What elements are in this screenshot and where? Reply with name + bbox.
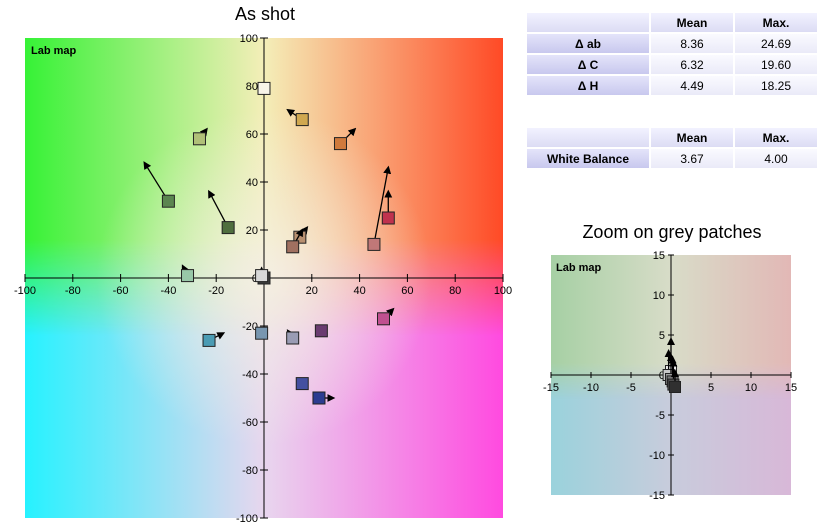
table-header-max: Max. bbox=[735, 128, 817, 147]
patch-marker bbox=[221, 221, 235, 235]
x-tick-label: -100 bbox=[14, 285, 36, 297]
row-mean: 4.49 bbox=[651, 76, 733, 95]
table-row: Δ ab 8.36 24.69 bbox=[527, 34, 817, 53]
x-tick-label: -40 bbox=[160, 285, 176, 297]
row-max: 4.00 bbox=[735, 149, 817, 168]
patch-marker bbox=[295, 113, 309, 127]
x-tick-label: 100 bbox=[494, 285, 512, 297]
row-mean: 8.36 bbox=[651, 34, 733, 53]
table-header-blank bbox=[527, 13, 649, 32]
y-tick-label: 0 bbox=[659, 370, 665, 382]
table-header-max: Max. bbox=[735, 13, 817, 32]
zoom-plot-label: Lab map bbox=[556, 262, 602, 274]
x-tick-label: -80 bbox=[65, 285, 81, 297]
x-tick-label: -60 bbox=[113, 285, 129, 297]
y-tick-label: -10 bbox=[649, 450, 665, 462]
row-max: 24.69 bbox=[735, 34, 817, 53]
row-mean: 6.32 bbox=[651, 55, 733, 74]
row-max: 19.60 bbox=[735, 55, 817, 74]
patch-marker bbox=[377, 312, 390, 326]
table-header-row: Mean Max. bbox=[527, 13, 817, 32]
y-tick-label: 5 bbox=[659, 330, 665, 342]
row-mean: 3.67 bbox=[651, 149, 733, 168]
main-lab-chart: Lab map -100 -80 -60 -40 -20 20 40 60 80 100-100-… bbox=[14, 33, 512, 525]
zoom-lab-chart: Lab map -15 -10 -5 5 10 15 -15 -10 -5 0 5 10 15 bbox=[543, 250, 797, 502]
patch-marker bbox=[257, 81, 271, 95]
y-tick-label: 60 bbox=[246, 129, 258, 141]
row-label: Δ H bbox=[527, 76, 649, 95]
row-label: Δ ab bbox=[527, 34, 649, 53]
x-tick-label: 80 bbox=[449, 285, 461, 297]
patch-marker bbox=[669, 381, 681, 393]
row-label: Δ C bbox=[527, 55, 649, 74]
patch-marker bbox=[255, 269, 269, 283]
patch-marker bbox=[192, 132, 206, 146]
zoom-patches bbox=[662, 337, 681, 393]
patch-marker bbox=[314, 324, 328, 338]
main-plot-label: Lab map bbox=[31, 45, 77, 57]
shift-arrow bbox=[373, 165, 392, 245]
x-tick-label: -10 bbox=[583, 382, 599, 394]
main-patches bbox=[143, 81, 395, 405]
patch-marker bbox=[202, 333, 216, 347]
delta-stats-table: Mean Max. Δ ab 8.36 24.69 Δ C 6.32 19.60… bbox=[525, 11, 819, 97]
table-row: Δ C 6.32 19.60 bbox=[527, 55, 817, 74]
patch-marker bbox=[255, 326, 269, 340]
x-tick-label: 15 bbox=[785, 382, 797, 394]
patch-marker bbox=[367, 237, 381, 251]
y-tick-label: 80 bbox=[246, 81, 258, 93]
patch-marker bbox=[381, 211, 395, 225]
y-tick-label: 15 bbox=[653, 250, 665, 262]
y-tick-label: 10 bbox=[653, 290, 665, 302]
y-tick-label: -15 bbox=[649, 490, 665, 502]
patch-marker bbox=[295, 377, 309, 391]
main-chart-title: As shot bbox=[234, 4, 296, 24]
y-tick-label: -60 bbox=[242, 417, 258, 429]
table-header-mean: Mean bbox=[651, 13, 733, 32]
patch-marker bbox=[312, 391, 326, 405]
y-tick-label: -5 bbox=[655, 410, 665, 422]
y-tick-label: -100 bbox=[236, 513, 258, 525]
y-tick-label: -40 bbox=[242, 369, 258, 381]
y-tick-label: -80 bbox=[242, 465, 258, 477]
x-tick-label: 40 bbox=[353, 285, 365, 297]
x-tick-label: 60 bbox=[401, 285, 413, 297]
main-axes: -100 -80 -60 -40 -20 20 40 60 80 100 -100 -80 -60 -40… bbox=[14, 33, 512, 525]
table-header-mean: Mean bbox=[651, 128, 733, 147]
table-row: White Balance 3.67 4.00 bbox=[527, 149, 817, 168]
patch-marker bbox=[161, 194, 175, 208]
table-row: Δ H 4.49 18.25 bbox=[527, 76, 817, 95]
zoom-axes: -15 -10 -5 5 10 15 -15 -10 -5 0 5 10 15 bbox=[543, 250, 797, 502]
y-tick-label: 0 bbox=[252, 273, 258, 285]
table-header-row: Mean Max. bbox=[527, 128, 817, 147]
y-tick-label: 20 bbox=[246, 225, 258, 237]
x-tick-label: -15 bbox=[543, 382, 559, 394]
zoom-chart-title: Zoom on grey patches bbox=[582, 222, 762, 242]
y-tick-label: 100 bbox=[240, 33, 258, 45]
patch-marker bbox=[286, 240, 300, 254]
row-label: White Balance bbox=[527, 149, 649, 168]
table-header-blank bbox=[527, 128, 649, 147]
white-balance-table: Mean Max. White Balance 3.67 4.00 bbox=[525, 126, 819, 170]
patch-marker bbox=[181, 269, 195, 283]
y-tick-label: 40 bbox=[246, 177, 258, 189]
y-tick-label: -20 bbox=[242, 321, 258, 333]
x-tick-label: 20 bbox=[306, 285, 318, 297]
x-tick-label: 10 bbox=[745, 382, 757, 394]
row-max: 18.25 bbox=[735, 76, 817, 95]
x-tick-label: 5 bbox=[708, 382, 714, 394]
patch-marker bbox=[333, 137, 347, 151]
patch-marker bbox=[286, 331, 300, 345]
x-tick-label: -5 bbox=[626, 382, 636, 394]
x-tick-label: -20 bbox=[208, 285, 224, 297]
